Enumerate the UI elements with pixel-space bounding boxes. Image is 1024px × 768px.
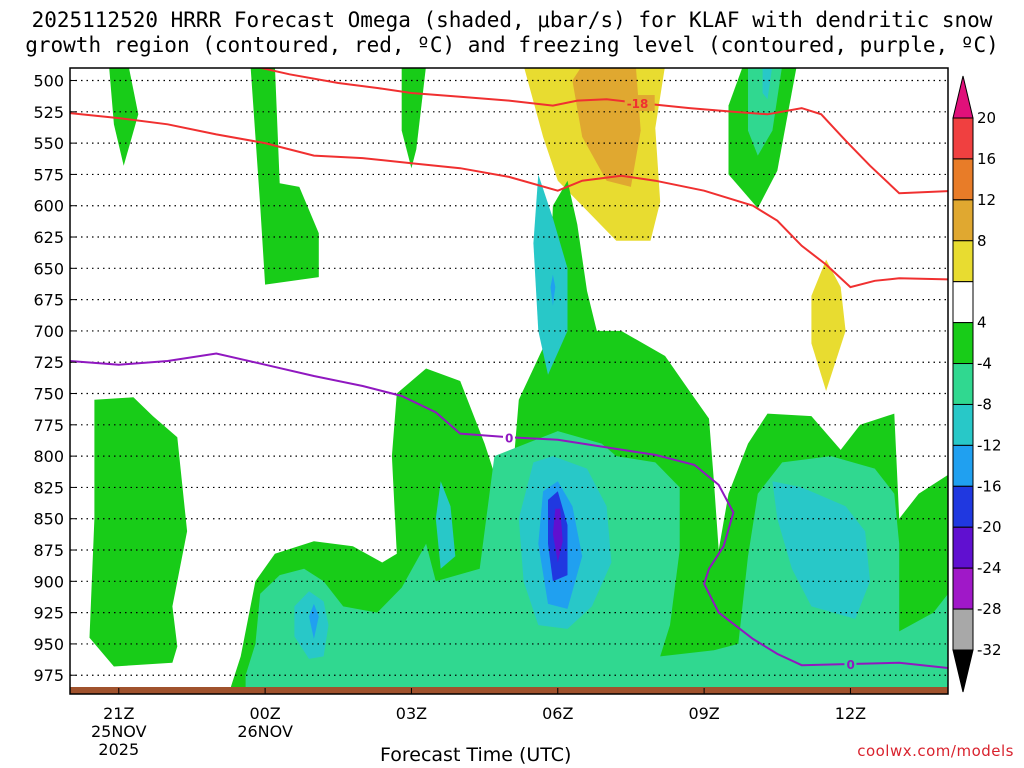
dgz-contour-0 [257,68,948,195]
x-tick-label-15-0: 12Z [835,704,866,723]
dgz-label-bg [624,95,655,112]
y-tick-label-875: 875 [33,541,64,560]
freezing-label-bg-0 [503,429,515,445]
omega-region-16 [772,481,870,619]
x-tick-label-0-0: 21Z [103,704,134,723]
omega-region-9 [89,397,188,667]
y-tick-label-500: 500 [33,72,64,91]
omega-region-4 [748,68,782,156]
colorbar-band-1 [952,158,974,201]
omega-region-5 [762,68,773,100]
y-tick-label-625: 625 [33,228,64,247]
colorbar-band-4 [952,281,974,324]
y-tick-label-925: 925 [33,604,64,623]
colorbar-band-7 [952,403,974,446]
x-tick-label-3-1: 26NOV [237,722,293,741]
colorbar-top-arrow [952,75,974,119]
x-tick-label-3-0: 00Z [249,704,280,723]
colorbar-label-6: -8 [977,395,992,413]
omega-region-7 [572,68,641,187]
freezing-level-line [70,352,948,669]
y-tick-label-700: 700 [33,322,64,341]
colorbar-label-7: -12 [977,436,1002,454]
y-tick-label-850: 850 [33,510,64,529]
colorbar-label-10: -24 [977,559,1002,577]
y-tick-label-600: 600 [33,197,64,216]
colorbar-label-11: -28 [977,600,1002,618]
y-tick-label-900: 900 [33,572,64,591]
x-tick-label-0-1: 25NOV [91,722,147,741]
colorbar-band-0 [952,117,974,160]
y-tick-label-775: 775 [33,416,64,435]
colorbar-label-9: -20 [977,518,1002,536]
colorbar-band-12 [952,608,974,651]
freezing-level-label-0: 0 [505,431,513,445]
plot-area: -18 0 0 [70,68,948,694]
x-tick-label-0-2: 2025 [98,740,139,759]
colorbar-band-9 [952,485,974,528]
colorbar-band-6 [952,363,974,405]
y-tick-label-650: 650 [33,259,64,278]
y-tick-label-675: 675 [33,291,64,310]
y-tick-label-550: 550 [33,134,64,153]
y-tick-label-725: 725 [33,353,64,372]
x-tick-label-6-0: 03Z [396,704,427,723]
omega-region-13 [435,481,456,569]
freezing-label-bg-1 [844,655,857,671]
colorbar-band-2 [952,199,974,242]
colorbar-band-11 [952,567,974,610]
omega-region-17 [309,603,319,639]
omega-region-14 [533,174,568,375]
colorbar-band-10 [952,526,974,569]
colorbar-label-8: -16 [977,477,1002,495]
chart-title-line2: growth region (contoured, red, ºC) and f… [25,33,999,57]
freezing-level-label-1: 0 [846,658,854,672]
y-tick-label-525: 525 [33,103,64,122]
omega-region-0 [250,68,319,285]
colorbar-label-3: 8 [977,232,987,250]
plot-frame [69,67,949,695]
colorbar-band-8 [952,444,974,487]
ground-strip [70,687,948,694]
y-tick-label-575: 575 [33,165,64,184]
omega-region-1 [109,68,139,166]
chart-title-line1: 2025112520 HRRR Forecast Omega (shaded, … [31,8,993,32]
colorbar: 20 16 12 8 4 -4 -8 -12 -16 -20 -24 -28 -32 [952,75,1002,693]
omega-region-8 [811,259,846,391]
y-tick-label-800: 800 [33,447,64,466]
dgz-contour-label: -18 [627,97,649,111]
y-tick-label-750: 750 [33,385,64,404]
colorbar-label-4: 4 [977,314,987,332]
colorbar-band-3 [952,240,974,283]
watermark: coolwx.com/models [857,742,1014,760]
dgz-contour-1 [70,112,948,289]
y-tick-label-825: 825 [33,478,64,497]
colorbar-label-0: 20 [977,109,996,127]
y-tick-label-975: 975 [33,666,64,685]
x-axis-label: Forecast Time (UTC) [380,744,572,766]
x-tick-label-12-0: 09Z [688,704,719,723]
omega-region-18 [550,274,556,306]
omega-region-21 [552,508,563,563]
x-tick-label-9-0: 06Z [542,704,573,723]
colorbar-bottom-arrow [952,649,974,693]
colorbar-label-1: 16 [977,150,996,168]
y-tick-label-950: 950 [33,635,64,654]
axes: 500 525 550 575 600 625 650 675 700 725 750 775 800 8… [33,67,949,759]
colorbar-label-12: -32 [977,641,1002,659]
colorbar-band-5 [952,322,974,365]
colorbar-label-2: 12 [977,191,996,209]
colorbar-label-5: -4 [977,355,992,373]
